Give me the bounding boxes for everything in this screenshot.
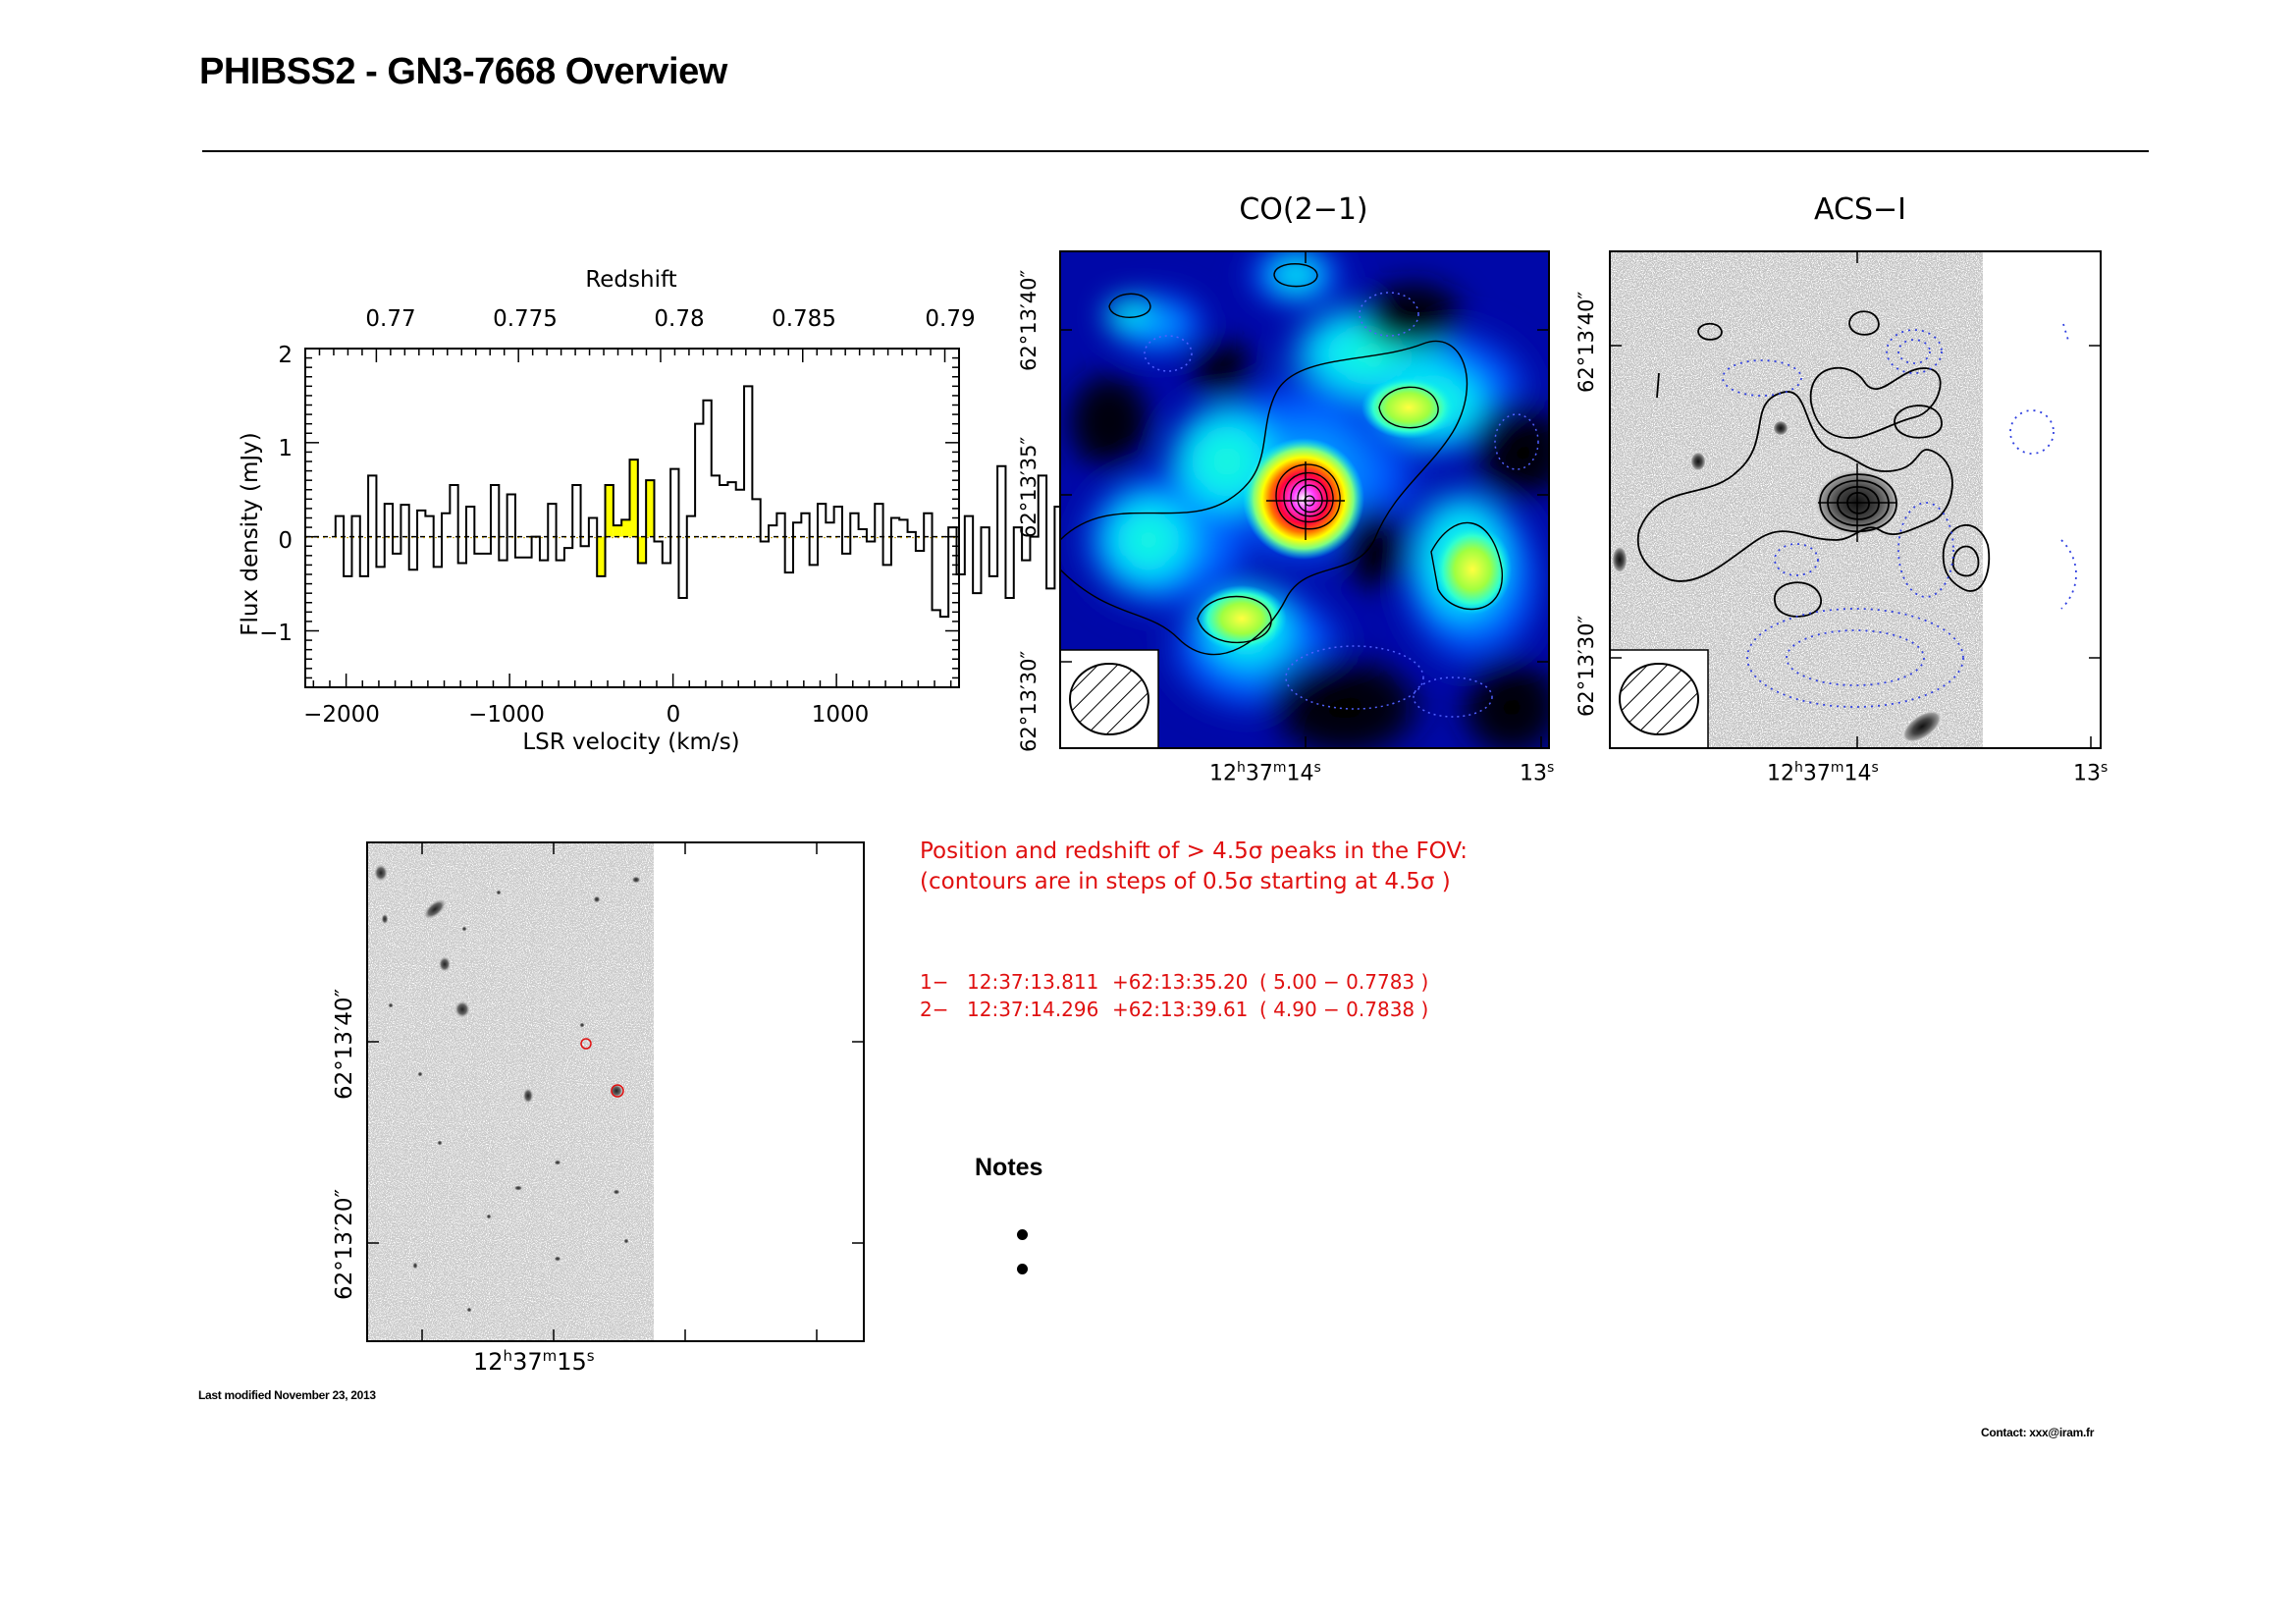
page-title: PHIBSS2 - GN3-7668 Overview <box>199 51 727 92</box>
peak-marker <box>580 1038 592 1050</box>
last-modified: Last modified November 23, 2013 <box>198 1388 376 1402</box>
peak-dec: +62:13:39.61 <box>1112 998 1249 1021</box>
flux-tick-label: 2 <box>278 343 293 368</box>
line-emission-bin <box>613 525 622 537</box>
line-emission-bin <box>629 460 638 537</box>
peaks-heading: Position and redshift of > 4.5σ peaks in… <box>920 839 1468 864</box>
acs-map-title: ACS−I <box>1814 192 1906 227</box>
peak-row: 1− 12:37:13.811 +62:13:35.20 ( 5.00 − 0.778… <box>920 968 1428 996</box>
acs-ra-label-right: 13s <box>2073 760 2109 786</box>
spectrum-line <box>334 385 1130 619</box>
acs-dec-label-40: 62°13′40″ <box>1575 291 1598 393</box>
redshift-tick-label: 0.775 <box>493 306 558 332</box>
acs-dec-label-30: 62°13′30″ <box>1575 615 1598 717</box>
fov-dec-label-20: 62°13′20″ <box>332 1188 357 1300</box>
peak-ra: 12:37:14.296 <box>967 998 1099 1021</box>
velocity-tick-label: −2000 <box>303 702 380 728</box>
redshift-axis-label: Redshift <box>585 267 676 293</box>
acs-map-panel <box>1609 250 2102 749</box>
co-dec-label-40: 62°13′40″ <box>1017 269 1041 371</box>
notes-title: Notes <box>975 1154 1043 1181</box>
fov-dec-label-40: 62°13′40″ <box>332 988 357 1100</box>
peak-dec: +62:13:35.20 <box>1112 970 1249 994</box>
flux-axis-label: Flux density (mJy) <box>238 432 263 636</box>
peak-index: 2− <box>920 998 949 1021</box>
peaks-section: Position and redshift of > 4.5σ peaks in… <box>920 837 1468 1021</box>
peaks-subheading: (contours are in steps of 0.5σ starting … <box>920 869 1451 894</box>
line-emission-bin <box>597 536 606 576</box>
acs-ra-label: 12h37m14s <box>1767 760 1879 786</box>
co-ra-label-right: 13s <box>1520 760 1555 786</box>
line-emission-bin <box>605 484 614 537</box>
co-ra-label: 12h37m14s <box>1209 760 1321 786</box>
redshift-tick-label: 0.79 <box>925 306 975 332</box>
flux-tick-label: 0 <box>278 528 293 554</box>
co-dec-label-30: 62°13′30″ <box>1017 650 1041 752</box>
peak-snr-redshift: ( 5.00 − 0.7783 ) <box>1259 970 1429 994</box>
notes-bullet <box>1017 1264 1028 1274</box>
redshift-tick-label: 0.785 <box>772 306 836 332</box>
velocity-tick-label: −1000 <box>468 702 545 728</box>
title-divider <box>202 150 2149 152</box>
peak-snr-redshift: ( 4.90 − 0.7838 ) <box>1259 998 1429 1021</box>
redshift-tick-label: 0.78 <box>654 306 704 332</box>
flux-tick-label: −1 <box>259 621 293 646</box>
peak-list: 1− 12:37:13.811 +62:13:35.20 ( 5.00 − 0.778… <box>920 968 1428 1023</box>
line-emission-bin <box>621 519 630 537</box>
fov-map-panel <box>366 841 865 1342</box>
contact: Contact: xxx@iram.fr <box>1981 1426 2095 1439</box>
flux-tick-label: 1 <box>278 436 293 461</box>
line-emission-bin <box>637 536 647 564</box>
peak-marker <box>611 1084 624 1098</box>
line-emission-bin <box>646 480 655 537</box>
velocity-tick-label: 1000 <box>812 702 870 728</box>
peak-ra: 12:37:13.811 <box>967 970 1099 994</box>
peak-index: 1− <box>920 970 949 994</box>
redshift-tick-label: 0.77 <box>365 306 415 332</box>
co-map-panel <box>1059 250 1550 749</box>
velocity-tick-label: 0 <box>667 702 681 728</box>
co-dec-label-35: 62°13′35″ <box>1017 436 1041 538</box>
co-map-title: CO(2−1) <box>1239 192 1368 227</box>
velocity-axis-label: LSR velocity (km/s) <box>522 730 739 755</box>
notes-bullet <box>1017 1229 1028 1240</box>
fov-ra-label: 12h37m15s <box>473 1347 595 1376</box>
peak-row: 2− 12:37:14.296 +62:13:39.61 ( 4.90 − 0.783… <box>920 996 1428 1023</box>
